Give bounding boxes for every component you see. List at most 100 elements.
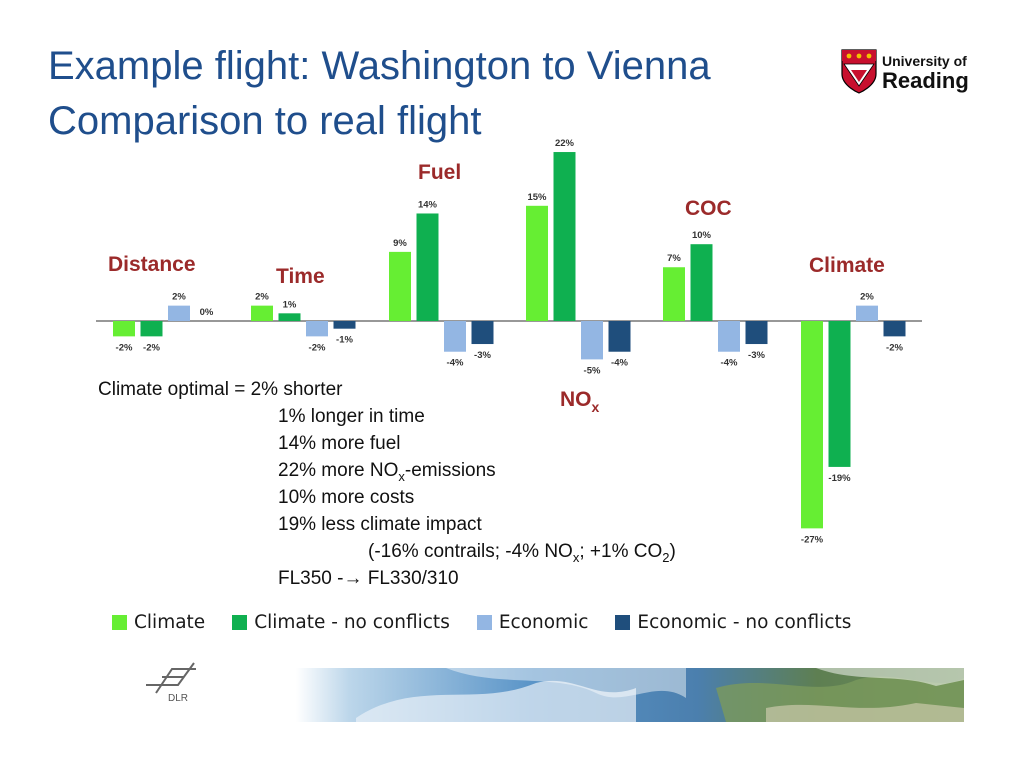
- legend-swatch: [112, 615, 127, 630]
- data-label: -1%: [336, 335, 353, 346]
- data-label: -2%: [143, 342, 160, 353]
- summary-detail-post: ): [669, 541, 676, 562]
- bar: [690, 244, 713, 321]
- data-label: -2%: [886, 342, 903, 353]
- data-label: -4%: [721, 358, 738, 369]
- bar: [140, 321, 163, 337]
- bar: [745, 321, 768, 345]
- summary-detail-mid: ; +1% CO: [579, 541, 663, 562]
- legend-item-climate-no-conflicts: Climate - no conflicts: [232, 612, 450, 633]
- dlr-logo: DLR: [146, 662, 196, 704]
- chart-legend: Climate Climate - no conflicts Economic …: [112, 612, 878, 633]
- summary-line-fuel: 14% more fuel: [278, 433, 401, 454]
- legend-label: Climate: [134, 612, 206, 633]
- summary-line: 19% less climate impact: [98, 511, 482, 538]
- data-label: -27%: [801, 534, 824, 545]
- data-label: 1%: [283, 299, 297, 310]
- data-label: 2%: [860, 292, 874, 303]
- summary-detail-sub1: x: [572, 549, 580, 565]
- summary-line: 14% more fuel: [98, 430, 401, 457]
- summary-detail-sub2: 2: [662, 549, 670, 565]
- bar: [718, 321, 740, 352]
- data-label: -5%: [584, 365, 601, 376]
- legend-label: Economic - no conflicts: [637, 612, 852, 633]
- legend-swatch: [615, 615, 631, 630]
- category-label: Climate: [809, 254, 885, 277]
- summary-nox-pre: 22% more NO: [278, 460, 399, 481]
- bar: [663, 267, 685, 321]
- data-label: 22%: [555, 138, 575, 149]
- earth-banner-image: [296, 668, 964, 722]
- reading-crest-icon: [841, 49, 877, 94]
- summary-lead: Climate optimal = 2% shorter: [98, 379, 343, 400]
- summary-line: 1% longer in time: [98, 403, 425, 430]
- category-label: COC: [685, 197, 732, 220]
- bar: [389, 251, 411, 321]
- bar: [553, 152, 576, 321]
- dlr-logo-text: DLR: [168, 693, 188, 704]
- data-label: -4%: [611, 358, 628, 369]
- bar: [526, 205, 548, 321]
- summary-line-costs: 10% more costs: [278, 487, 415, 508]
- summary-line: (-16% contrails; -4% NOx; +1% CO2): [98, 538, 676, 565]
- bar: [278, 313, 301, 321]
- university-of-reading-logo: University of Reading: [841, 49, 969, 94]
- bar: [416, 213, 439, 321]
- bar: [828, 321, 851, 467]
- summary-text: Climate optimal = 2% shorter 1% longer i…: [98, 376, 676, 592]
- legend-label: Economic: [498, 612, 589, 633]
- legend-item-economic-no-conflicts: Economic - no conflicts: [615, 612, 851, 633]
- bar: [168, 305, 190, 321]
- category-label: NOx: [560, 388, 600, 415]
- data-label: 2%: [172, 292, 186, 303]
- bar: [251, 305, 273, 321]
- summary-line-fl: FL350 -→ FL330/310: [278, 568, 459, 589]
- dlr-emblem-icon: [146, 662, 196, 694]
- category-label: Time: [276, 265, 325, 288]
- data-label: 10%: [692, 230, 712, 241]
- summary-detail: (-16% contrails; -4% NOx; +1% CO2): [368, 538, 676, 571]
- summary-line-nox: 22% more NOx-emissions: [278, 457, 496, 490]
- category-label: Distance: [108, 253, 196, 276]
- category-label: Fuel: [418, 161, 461, 184]
- bar: [333, 321, 356, 329]
- summary-nox-sub: x: [398, 468, 405, 484]
- data-label: -19%: [828, 473, 851, 484]
- summary-line: FL350 -→ FL330/310: [98, 565, 459, 592]
- legend-label: Climate - no conflicts: [254, 612, 450, 633]
- summary-line: 10% more costs: [98, 484, 414, 511]
- summary-nox-post: -emissions: [404, 460, 496, 481]
- bar: [608, 321, 631, 352]
- slide-title-line1: Example flight: Washington to Vienna: [48, 44, 711, 88]
- data-label: 15%: [527, 192, 547, 203]
- logo-line1: University of: [882, 53, 967, 69]
- legend-item-climate: Climate: [112, 612, 205, 633]
- data-label: -3%: [748, 350, 765, 361]
- data-label: 7%: [667, 253, 681, 264]
- summary-line-time: 1% longer in time: [278, 406, 425, 427]
- bar: [113, 321, 135, 337]
- bar: [856, 305, 878, 321]
- bar: [471, 321, 494, 345]
- data-label: -2%: [309, 342, 326, 353]
- data-label: -3%: [474, 350, 491, 361]
- bar: [581, 321, 603, 360]
- legend-item-economic: Economic: [476, 612, 589, 633]
- summary-detail-pre: (-16% contrails; -4% NO: [368, 541, 573, 562]
- summary-line-climate: 19% less climate impact: [278, 514, 482, 535]
- data-label: -4%: [447, 358, 464, 369]
- data-label: 0%: [200, 307, 214, 318]
- logo-line2: Reading: [882, 68, 969, 93]
- comparison-bar-chart: -2% -2% 2% 0% Distance 2% 1% -2% -1% Time 9% 14% -4%…: [96, 138, 922, 545]
- summary-line: 22% more NOx-emissions: [98, 457, 496, 484]
- data-label: 14%: [418, 199, 438, 210]
- slide-title-line2: Comparison to real flight: [48, 99, 482, 143]
- legend-swatch: [232, 615, 248, 630]
- bar: [883, 321, 906, 337]
- bar: [306, 321, 328, 337]
- data-label: 2%: [255, 292, 269, 303]
- legend-swatch: [476, 615, 492, 630]
- bar: [444, 321, 466, 352]
- data-label: -2%: [116, 342, 133, 353]
- data-label: 9%: [393, 238, 407, 249]
